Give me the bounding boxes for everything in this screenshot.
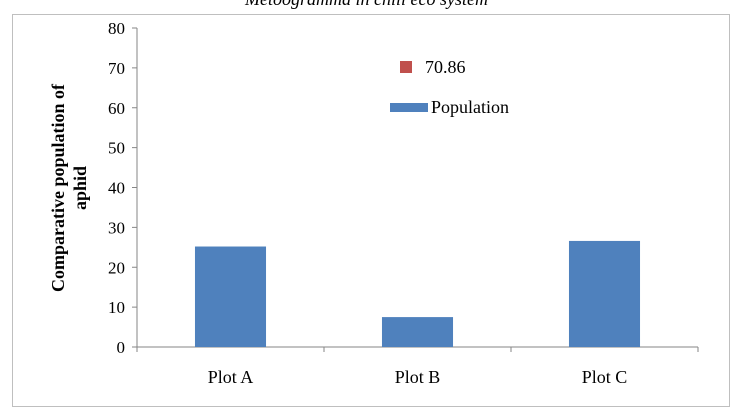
annotation-marker-swatch	[400, 61, 412, 73]
legend-swatch-population	[390, 103, 428, 112]
x-tick-label: Plot B	[395, 367, 441, 387]
y-tick-label: 20	[108, 258, 125, 277]
chart-title: Metoogramma in chili eco system	[0, 0, 733, 10]
legend-label-population: Population	[431, 97, 509, 117]
y-tick-label: 40	[108, 179, 125, 198]
bars	[194, 240, 641, 347]
annotation-label: 70.86	[425, 57, 466, 77]
y-tick-label: 0	[117, 338, 126, 357]
y-ticks: 0 10 20 30 40 50 60 70 80	[108, 19, 137, 357]
y-tick-label: 30	[108, 218, 125, 237]
y-tick-label: 80	[108, 19, 125, 38]
legend: 70.86 Population	[390, 57, 509, 117]
x-tick-label: Plot C	[582, 367, 628, 387]
y-tick-label: 50	[108, 139, 125, 158]
y-tick-label: 70	[108, 59, 125, 78]
y-tick-label: 60	[108, 99, 125, 118]
chart-title-strip: Metoogramma in chili eco system	[0, 0, 733, 14]
bar-plot-c	[568, 240, 641, 347]
y-axis-label: Comparative population of aphid	[48, 83, 90, 292]
y-tick-label: 10	[108, 298, 125, 317]
x-ticks: Plot A Plot B Plot C	[136, 347, 699, 387]
bar-plot-b	[381, 317, 454, 347]
x-tick-label: Plot A	[208, 367, 254, 387]
bar-plot-a	[194, 246, 267, 347]
